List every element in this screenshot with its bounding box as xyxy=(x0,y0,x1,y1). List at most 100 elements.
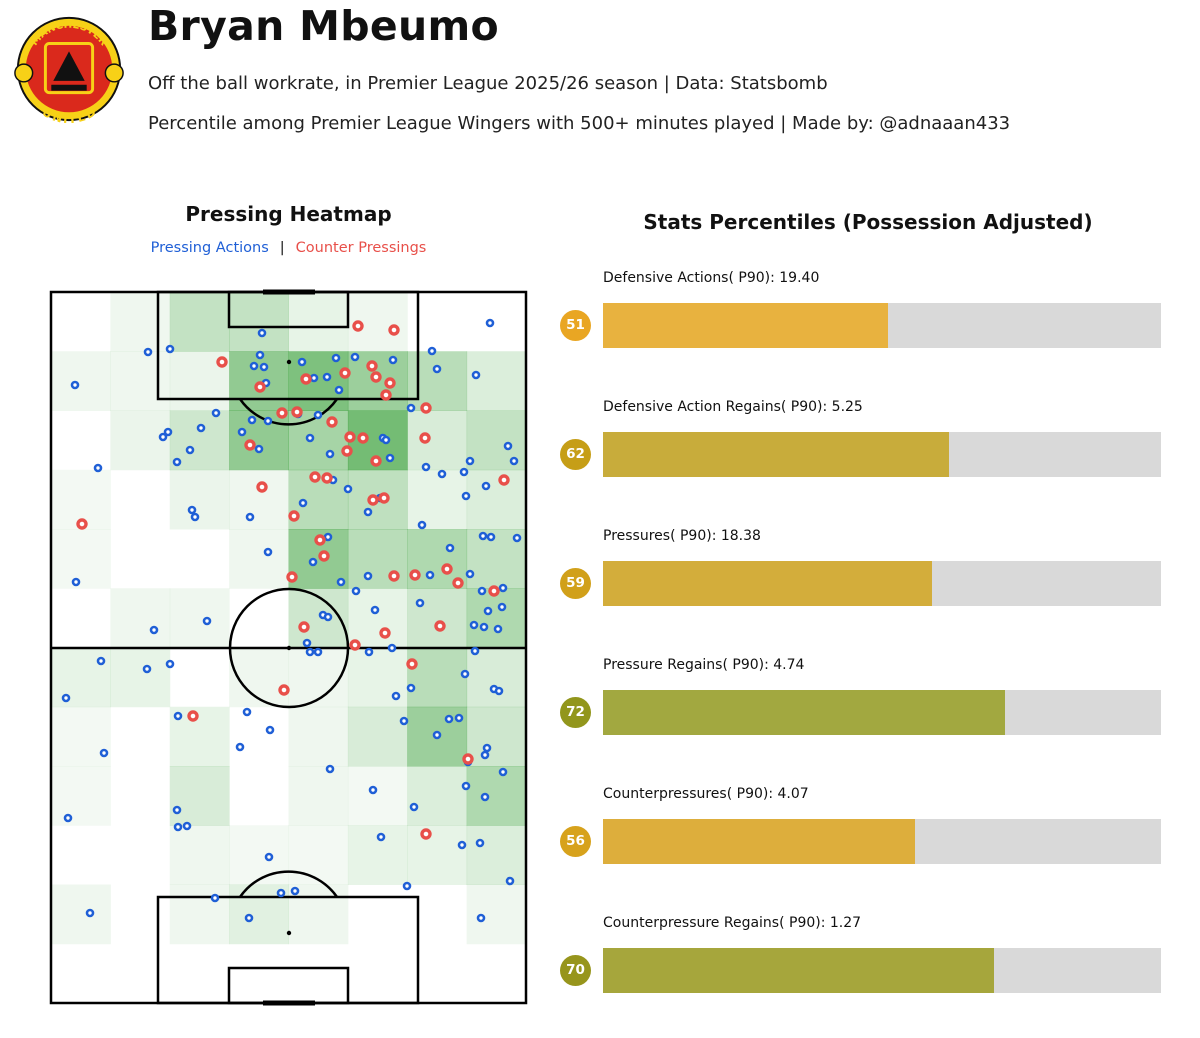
pressing-action-point xyxy=(512,533,522,543)
heatmap-cell xyxy=(169,825,230,885)
pressing-action-point xyxy=(237,427,247,437)
heatmap-cell xyxy=(407,410,468,471)
pressing-action-point xyxy=(486,532,496,542)
stat-label: Counterpressure Regains( P90): 1.27 xyxy=(603,915,862,931)
counter-pressing-point xyxy=(288,510,300,522)
heatmap-cell xyxy=(288,884,349,945)
pressing-action-point xyxy=(475,838,485,848)
pressing-action-point xyxy=(149,625,159,635)
svg-text:UNITED: UNITED xyxy=(40,105,99,127)
stat-label: Defensive Action Regains( P90): 5.25 xyxy=(603,399,863,415)
pressing-action-point xyxy=(402,881,412,891)
heatmap-cell xyxy=(288,766,349,826)
pressing-action-point xyxy=(325,764,335,774)
pressing-action-point xyxy=(498,583,508,593)
heatmap-cell xyxy=(229,292,289,352)
pressing-action-point xyxy=(432,364,442,374)
pressing-action-point xyxy=(235,742,245,752)
pressing-action-point xyxy=(385,453,395,463)
percentile-bar-track xyxy=(603,432,1161,477)
pressing-action-point xyxy=(259,362,269,372)
pressing-action-point xyxy=(460,669,470,679)
counter-pressing-point xyxy=(216,356,228,368)
counter-pressing-point xyxy=(256,481,268,493)
pressing-action-point xyxy=(471,370,481,380)
percentile-bar-fill xyxy=(603,561,933,606)
pressing-action-point xyxy=(172,457,182,467)
pressing-action-point xyxy=(497,602,507,612)
pressing-action-point xyxy=(313,410,323,420)
counter-pressing-point xyxy=(278,684,290,696)
pressing-action-point xyxy=(470,646,480,656)
counter-pressing-point xyxy=(349,639,361,651)
pressing-action-point xyxy=(99,748,109,758)
heatmap-cells xyxy=(51,292,527,945)
heatmap-cell xyxy=(466,706,527,767)
counter-pressing-point xyxy=(276,407,288,419)
heatmap-cell xyxy=(229,825,289,885)
counter-pressing-point xyxy=(441,563,453,575)
heatmap-cell xyxy=(466,766,527,826)
counter-pressing-point xyxy=(244,439,256,451)
pressing-action-point xyxy=(202,616,212,626)
pressing-action-point xyxy=(265,725,275,735)
pressing-action-point xyxy=(249,361,259,371)
heatmap-cell xyxy=(229,351,289,411)
percentile-badge: 62 xyxy=(560,439,591,470)
heatmap-cell xyxy=(110,410,171,471)
pressing-action-point xyxy=(331,353,341,363)
player-name-title: Bryan Mbeumo xyxy=(148,2,499,50)
pressing-action-point xyxy=(493,624,503,634)
heatmap-cell xyxy=(288,825,349,885)
pressing-action-point xyxy=(290,886,300,896)
heatmap-cell xyxy=(51,766,111,826)
pressing-action-point xyxy=(276,888,286,898)
pressing-action-point xyxy=(143,347,153,357)
pressing-action-point xyxy=(454,713,464,723)
pressing-action-point xyxy=(325,449,335,459)
pressing-action-point xyxy=(255,350,265,360)
top-penalty-arc xyxy=(238,398,339,426)
pressing-action-point xyxy=(309,373,319,383)
pressing-action-point xyxy=(142,664,152,674)
percentile-bar-track xyxy=(603,690,1161,735)
counter-pressing-point xyxy=(341,445,353,457)
pressing-action-point xyxy=(479,622,489,632)
pressing-action-point xyxy=(71,577,81,587)
pressing-action-point xyxy=(399,716,409,726)
counter-pressing-point xyxy=(344,431,356,443)
center-spot xyxy=(286,645,292,651)
pressing-action-point xyxy=(190,512,200,522)
heatmap-title: Pressing Heatmap xyxy=(185,202,392,226)
heatmap-cell xyxy=(466,825,527,885)
heatmap-cell xyxy=(407,588,468,648)
counter-pressing-point xyxy=(462,753,474,765)
percentile-badge: 72 xyxy=(560,697,591,728)
counter-pressing-point xyxy=(488,585,500,597)
pressing-action-point xyxy=(509,456,519,466)
counter-pressing-point xyxy=(367,494,379,506)
pressing-action-point xyxy=(244,913,254,923)
pressing-action-point xyxy=(498,767,508,777)
heatmap-cell xyxy=(288,706,349,767)
pressing-action-point xyxy=(165,659,175,669)
counter-pressing-point xyxy=(379,627,391,639)
pressing-action-point xyxy=(477,586,487,596)
pressing-action-point xyxy=(93,463,103,473)
pressing-action-point xyxy=(61,693,71,703)
heatmap-cell xyxy=(347,766,408,826)
pressing-action-point xyxy=(323,532,333,542)
pressing-action-point xyxy=(445,543,455,553)
heatmap-cell xyxy=(288,410,349,471)
stats-title: Stats Percentiles (Possession Adjusted) xyxy=(643,210,1093,234)
counter-pressing-point xyxy=(370,371,382,383)
pressing-action-point xyxy=(172,805,182,815)
bottom-penalty-spot xyxy=(286,930,292,936)
heatmap-cell xyxy=(229,410,289,471)
heatmap-cell xyxy=(347,588,408,648)
counter-pressing-point xyxy=(76,518,88,530)
pressing-action-point xyxy=(322,372,332,382)
percentile-badge: 59 xyxy=(560,568,591,599)
counter-pressing-point xyxy=(286,571,298,583)
subtitle-percentile-note: Percentile among Premier League Wingers … xyxy=(148,113,1011,134)
